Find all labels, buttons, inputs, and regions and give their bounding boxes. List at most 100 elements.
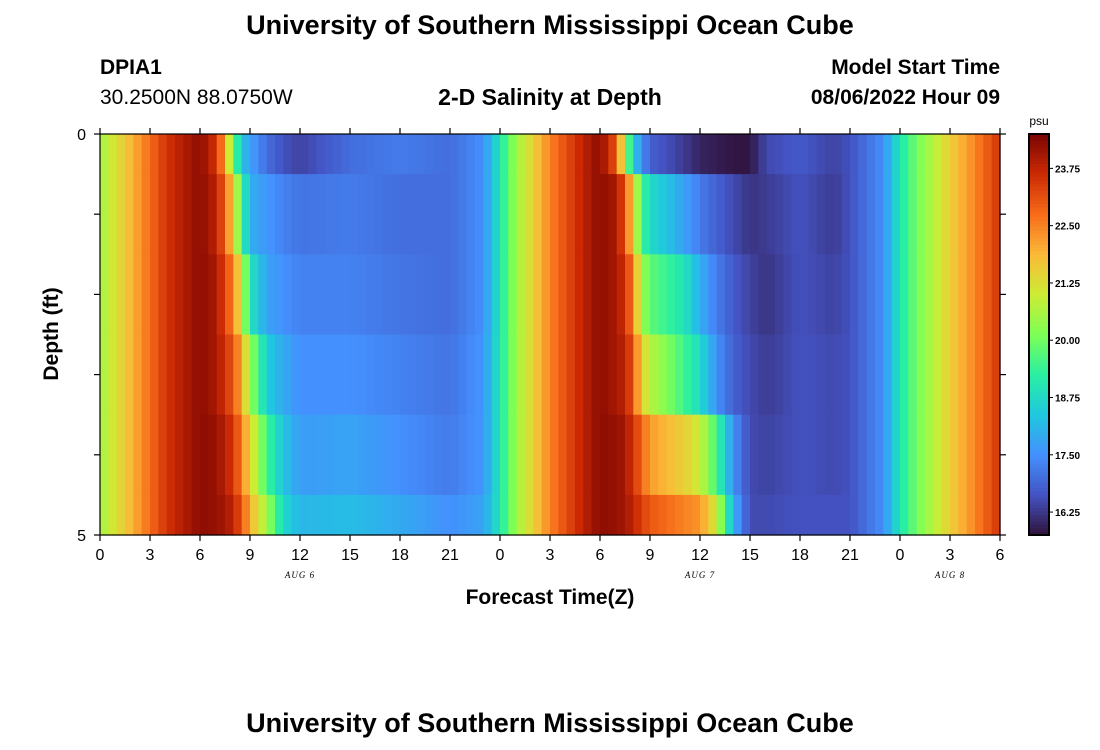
- heatmap-cell: [300, 174, 309, 255]
- heatmap-cell: [433, 174, 443, 255]
- model-start-label: Model Start Time: [831, 56, 1000, 79]
- heatmap-cell: [208, 334, 218, 416]
- heatmap-cell: [841, 174, 851, 255]
- heatmap-cell: [675, 414, 684, 496]
- colorbar-tick-label: 18.75: [1055, 394, 1080, 405]
- heatmap-cell: [125, 174, 134, 255]
- heatmap-cell: [233, 334, 243, 416]
- heatmap-cell: [700, 494, 709, 536]
- heatmap-cell: [666, 254, 676, 336]
- heatmap-cell: [300, 254, 309, 336]
- colorbar-segment: [1029, 531, 1049, 536]
- colorbar-segment: [1029, 374, 1049, 379]
- heatmap-cell: [600, 334, 609, 416]
- heatmap-cell: [733, 174, 743, 255]
- heatmap-cell: [908, 134, 918, 175]
- heatmap-cell: [316, 494, 326, 536]
- heatmap-cell: [108, 494, 118, 536]
- heatmap-cell: [625, 494, 634, 536]
- heatmap-cell: [183, 174, 193, 255]
- heatmap-cell: [975, 134, 984, 175]
- heatmap-cell: [100, 254, 109, 336]
- heatmap-cell: [266, 494, 276, 536]
- heatmap-cell: [750, 494, 759, 536]
- heatmap-cell: [125, 334, 134, 416]
- heatmap-cell: [291, 334, 301, 416]
- heatmap-cell: [700, 414, 709, 496]
- colorbar-segment: [1029, 454, 1049, 459]
- colorbar-segment: [1029, 174, 1049, 179]
- heatmap-cell: [633, 254, 643, 336]
- heatmap-cell: [150, 334, 159, 416]
- heatmap-cell: [350, 414, 359, 496]
- heatmap-cell: [975, 334, 984, 416]
- heatmap-cell: [300, 494, 309, 536]
- heatmap-cell: [425, 414, 434, 496]
- colorbar-segment: [1029, 397, 1049, 402]
- heatmap-cell: [616, 134, 626, 175]
- colorbar-segment: [1029, 137, 1049, 142]
- heatmap-cell: [541, 254, 551, 336]
- heatmap-cell: [391, 174, 401, 255]
- heatmap-cell: [325, 414, 334, 496]
- heatmap-cell: [591, 134, 601, 175]
- heatmap-cell: [483, 174, 493, 255]
- heatmap-cell: [575, 174, 584, 255]
- heatmap-cell: [450, 414, 459, 496]
- heatmap-cell: [366, 494, 376, 536]
- heatmap-cell: [125, 414, 134, 496]
- heatmap-cell: [291, 414, 301, 496]
- heatmap-cell: [383, 254, 393, 336]
- heatmap-cell: [100, 134, 109, 175]
- colorbar-segment: [1029, 327, 1049, 332]
- heatmap-cell: [941, 414, 951, 496]
- heatmap-cell: [191, 334, 201, 416]
- heatmap-cell: [616, 254, 626, 336]
- heatmap-cell: [958, 254, 968, 336]
- heatmap-cell: [783, 334, 793, 416]
- heatmap-cell: [866, 414, 876, 496]
- heatmap-cell: [308, 494, 318, 536]
- heatmap-cell: [875, 414, 884, 496]
- heatmap-cell: [150, 254, 159, 336]
- colorbar-segment: [1029, 431, 1049, 436]
- heatmap-cell: [516, 254, 526, 336]
- heatmap-cell: [866, 174, 876, 255]
- heatmap-cell: [366, 254, 376, 336]
- heatmap-cell: [716, 334, 726, 416]
- heatmap-cell: [500, 134, 509, 175]
- heatmap-cell: [950, 254, 959, 336]
- heatmap-cell: [733, 334, 743, 416]
- heatmap-cell: [675, 334, 684, 416]
- colorbar-segment: [1029, 367, 1049, 372]
- colorbar-segment: [1029, 331, 1049, 336]
- colorbar-tick-label: 21.25: [1055, 279, 1080, 290]
- heatmap-cell: [666, 334, 676, 416]
- heatmap-cell: [875, 174, 884, 255]
- colorbar-segment: [1029, 210, 1049, 215]
- heatmap-cell: [858, 174, 868, 255]
- heatmap-cell: [191, 174, 201, 255]
- heatmap-cell: [183, 494, 193, 536]
- heatmap-cell: [625, 414, 634, 496]
- heatmap-cell: [116, 174, 126, 255]
- colorbar-segment: [1029, 260, 1049, 265]
- heatmap-cell: [116, 494, 126, 536]
- heatmap-cell: [200, 174, 209, 255]
- heatmap-cell: [233, 174, 243, 255]
- heatmap-cell: [466, 134, 476, 175]
- heatmap-cell: [883, 494, 893, 536]
- heatmap-cell: [941, 334, 951, 416]
- heatmap-cell: [358, 414, 368, 496]
- heatmap-cell: [683, 334, 693, 416]
- heatmap-cell: [391, 254, 401, 336]
- heatmap-cell: [516, 134, 526, 175]
- heatmap-cell: [258, 414, 268, 496]
- heatmap-cell: [825, 414, 834, 496]
- heatmap-cell: [850, 494, 859, 536]
- heatmap-cell: [658, 414, 668, 496]
- heatmap-cell: [258, 334, 268, 416]
- heatmap-cell: [500, 254, 509, 336]
- colorbar-segment: [1029, 468, 1049, 473]
- heatmap-cell: [241, 134, 251, 175]
